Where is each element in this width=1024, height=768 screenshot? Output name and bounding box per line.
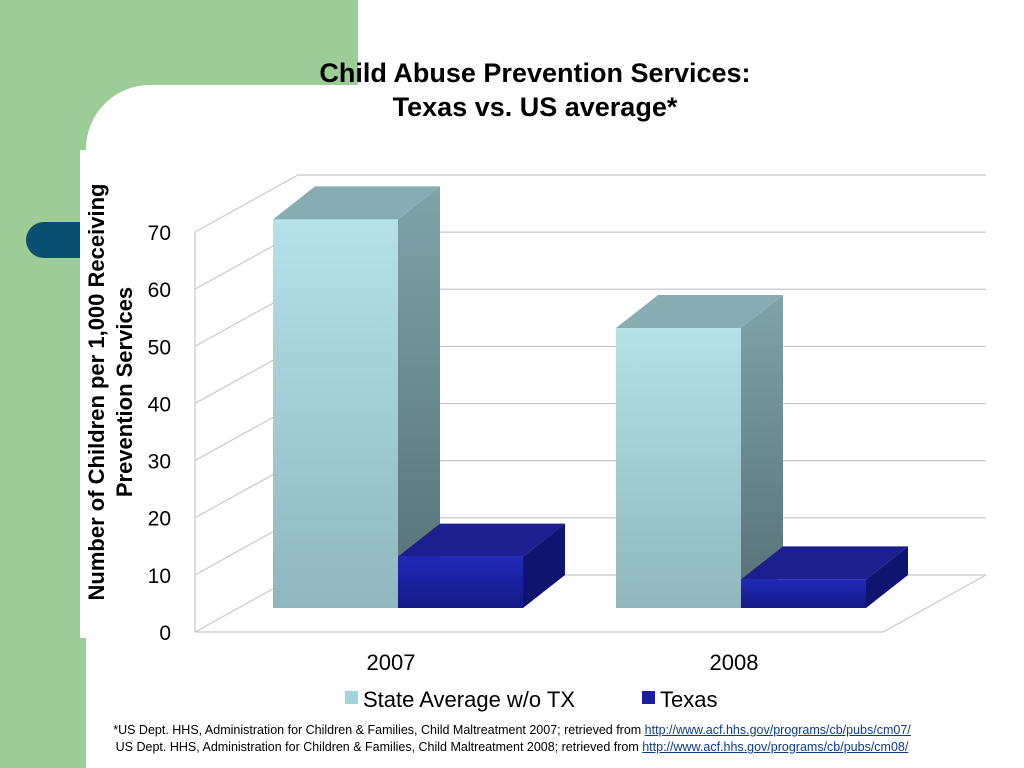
legend-swatch-state-average <box>345 691 358 704</box>
footnote-2008-link[interactable]: http://www.acf.hhs.gov/programs/cb/pubs/… <box>642 740 909 754</box>
y-tick-label-70: 70 <box>148 222 171 245</box>
bar-front-face <box>398 556 523 608</box>
bars <box>273 186 908 608</box>
legend-swatch-texas <box>642 691 655 704</box>
y-axis-ticks: 0 10 20 30 40 50 60 70 <box>148 222 171 645</box>
bar-front-face <box>273 219 398 608</box>
content-panel <box>86 85 1024 768</box>
bar-texas-2008 <box>741 546 908 608</box>
y-tick-label-10: 10 <box>148 565 171 588</box>
bar-chart: 0 10 20 30 40 50 60 70 Number of Children per 1… <box>80 150 987 712</box>
x-axis-categories: 2007 2008 <box>367 650 759 675</box>
footnote-2008: US Dept. HHS, Administration for Childre… <box>0 740 1024 754</box>
bar-front-face <box>741 579 866 608</box>
legend: State Average w/o TX Texas <box>345 687 717 712</box>
bar-side-face <box>523 523 565 608</box>
y-tick-label-0: 0 <box>159 622 171 645</box>
gridline-diagonal-70 <box>194 174 299 233</box>
y-tick-label-60: 60 <box>148 279 171 302</box>
y-tick-label-20: 20 <box>148 508 171 531</box>
legend-label-texas: Texas <box>660 687 717 712</box>
bar-front-face <box>616 328 741 608</box>
bar-top-face <box>616 295 783 328</box>
y-axis-label-line1: Number of Children per 1,000 Receiving <box>84 184 109 601</box>
bar-top-face <box>741 546 908 580</box>
footnote-2008-text: US Dept. HHS, Administration for Childre… <box>115 740 643 754</box>
y-tick-label-40: 40 <box>148 393 171 416</box>
bar-state-average-2007 <box>273 186 440 608</box>
chart-subtitle: Texas vs. US average* <box>392 92 678 122</box>
bar-state-average-2008 <box>616 295 783 608</box>
y-tick-label-30: 30 <box>148 451 171 474</box>
bar-texas-2007 <box>398 523 565 608</box>
bar-side-face <box>398 186 440 608</box>
floor-right-edge <box>882 574 987 633</box>
bar-side-face <box>866 546 908 608</box>
bar-top-face <box>398 523 565 557</box>
footnote-2007-link[interactable]: http://www.acf.hhs.gov/programs/cb/pubs/… <box>644 723 911 737</box>
y-tick-label-50: 50 <box>148 336 171 359</box>
bar-top-face <box>273 186 440 220</box>
legend-label-state-average: State Average w/o TX <box>363 687 575 712</box>
x-category-label-2008: 2008 <box>710 650 759 675</box>
x-category-label-2007: 2007 <box>367 650 416 675</box>
chart-title-block: Child Abuse Prevention Services: Texas v… <box>200 56 870 124</box>
y-axis-label-background <box>80 150 138 638</box>
bar-side-face <box>741 295 783 608</box>
y-axis-label-line2: Prevention Services <box>112 287 137 497</box>
chart-title: Child Abuse Prevention Services: <box>319 58 751 88</box>
footnote-2007: *US Dept. HHS, Administration for Childr… <box>0 723 1024 737</box>
footnote-2007-text: *US Dept. HHS, Administration for Childr… <box>113 723 645 737</box>
